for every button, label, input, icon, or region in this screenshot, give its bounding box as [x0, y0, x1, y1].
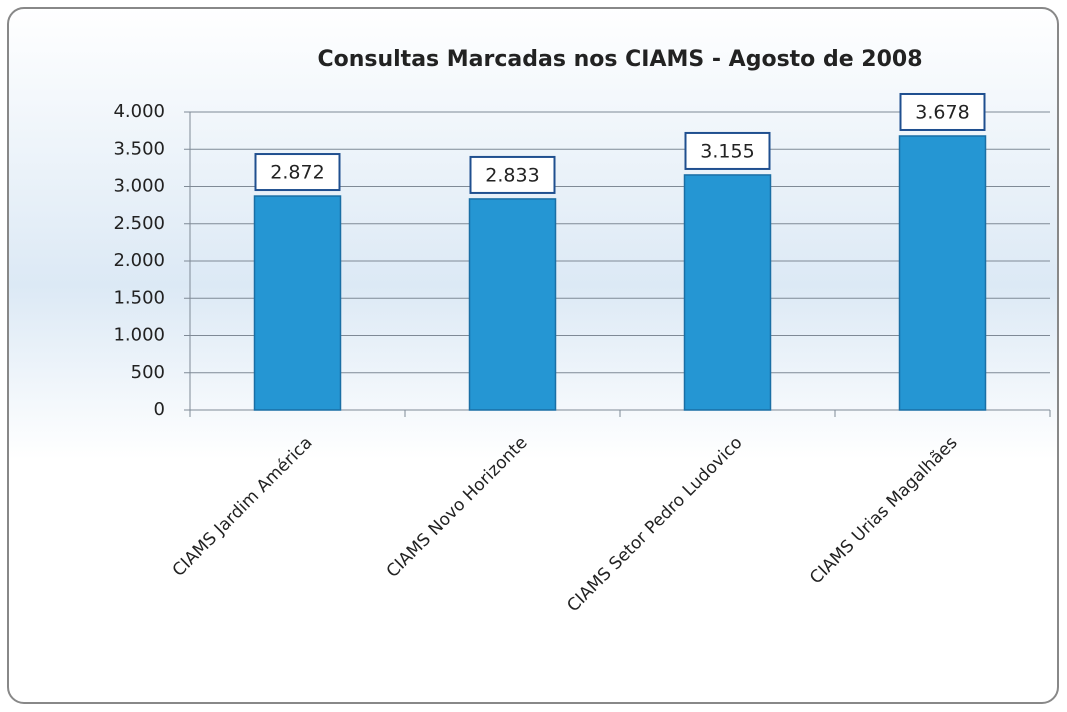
y-tick-label: 1.500 [113, 287, 165, 308]
bar [898, 135, 987, 411]
y-tick-label: 3.000 [113, 176, 165, 197]
y-tick-label: 500 [131, 362, 165, 383]
y-tick-label: 0 [154, 399, 165, 420]
chart-title: Consultas Marcadas nos CIAMS - Agosto de… [317, 47, 922, 72]
bar [468, 198, 557, 411]
data-label: 2.833 [485, 164, 539, 186]
bar [253, 195, 342, 411]
y-tick-label: 2.000 [113, 250, 165, 271]
y-tick-label: 3.500 [113, 138, 165, 159]
data-label-box [254, 153, 341, 192]
data-label-box [899, 92, 986, 131]
bar [683, 174, 772, 411]
data-label: 3.678 [915, 101, 969, 123]
data-label-box [469, 155, 556, 194]
data-label-box [684, 131, 771, 170]
y-tick-label: 1.000 [113, 325, 165, 346]
y-tick-label: 4.000 [113, 101, 165, 122]
y-tick-label: 2.500 [113, 213, 165, 234]
data-label: 2.872 [270, 162, 324, 184]
data-label: 3.155 [700, 140, 754, 162]
